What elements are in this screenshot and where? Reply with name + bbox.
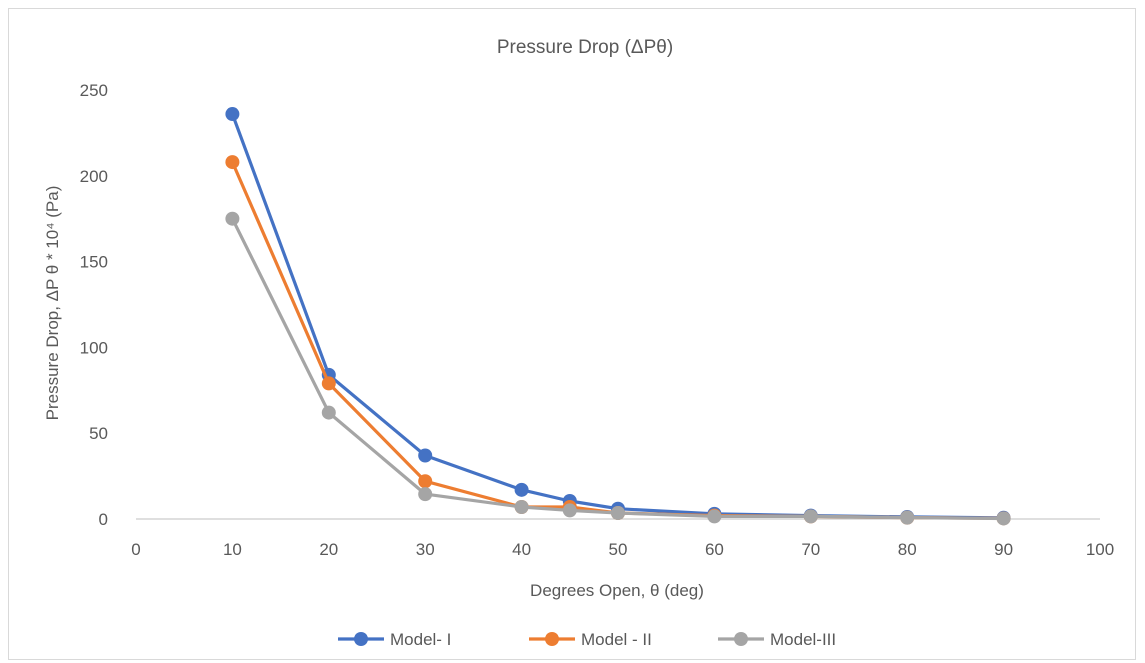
data-point (900, 510, 915, 525)
data-point (514, 499, 529, 514)
x-tick-label: 40 (512, 540, 531, 559)
x-tick-label: 20 (319, 540, 338, 559)
y-tick-label: 0 (99, 510, 108, 529)
x-tick-label: 50 (609, 540, 628, 559)
x-axis-title: Degrees Open, θ (deg) (530, 581, 704, 600)
data-point (225, 107, 240, 122)
data-point (225, 155, 240, 170)
y-axis-title: Pressure Drop, ΔP θ * 10⁴ (Pa) (43, 186, 62, 421)
legend-item: Model- I (338, 630, 451, 649)
y-tick-label: 150 (80, 253, 108, 272)
x-tick-label: 0 (131, 540, 140, 559)
x-tick-label: 80 (898, 540, 917, 559)
x-tick-label: 70 (801, 540, 820, 559)
data-point (707, 509, 722, 524)
data-point (611, 505, 625, 520)
x-tick-label: 100 (1086, 540, 1114, 559)
y-axis-ticks: 0 50 100 150 200 250 (80, 81, 108, 529)
x-tick-label: 60 (705, 540, 724, 559)
y-tick-label: 200 (80, 167, 108, 186)
legend-label: Model - II (581, 630, 652, 649)
legend-marker (734, 632, 748, 646)
data-point (321, 405, 336, 420)
data-point (225, 211, 240, 226)
chart-area (8, 8, 1136, 660)
data-point (514, 482, 529, 497)
chart-title: Pressure Drop (ΔPθ) (497, 37, 673, 58)
x-tick-label: 30 (416, 540, 435, 559)
x-tick-label: 90 (994, 540, 1013, 559)
legend-marker (354, 632, 368, 646)
series-line (230, 113, 1004, 520)
data-point (418, 474, 433, 489)
series-layer (225, 107, 1011, 526)
y-tick-label: 250 (80, 81, 108, 100)
data-point (562, 503, 577, 518)
legend: Model- I Model - II Model-III (338, 630, 836, 649)
data-point (418, 448, 433, 463)
data-point (803, 509, 818, 524)
data-point (321, 376, 336, 391)
x-tick-label: 10 (223, 540, 242, 559)
series-1 (225, 107, 1011, 525)
legend-item: Model-III (718, 630, 836, 649)
legend-marker (545, 632, 559, 646)
y-tick-label: 100 (80, 338, 108, 357)
series-line (230, 217, 1004, 521)
legend-item: Model - II (529, 630, 652, 649)
series-2 (225, 155, 1011, 526)
data-point (418, 487, 433, 502)
legend-label: Model-III (770, 630, 836, 649)
series-line (230, 161, 1004, 520)
x-axis-ticks: 0 10 20 30 40 50 60 70 80 90 100 (131, 540, 1114, 559)
legend-label: Model- I (390, 630, 451, 649)
y-tick-label: 50 (89, 424, 108, 443)
data-point (996, 511, 1011, 526)
series-3 (225, 211, 1011, 526)
